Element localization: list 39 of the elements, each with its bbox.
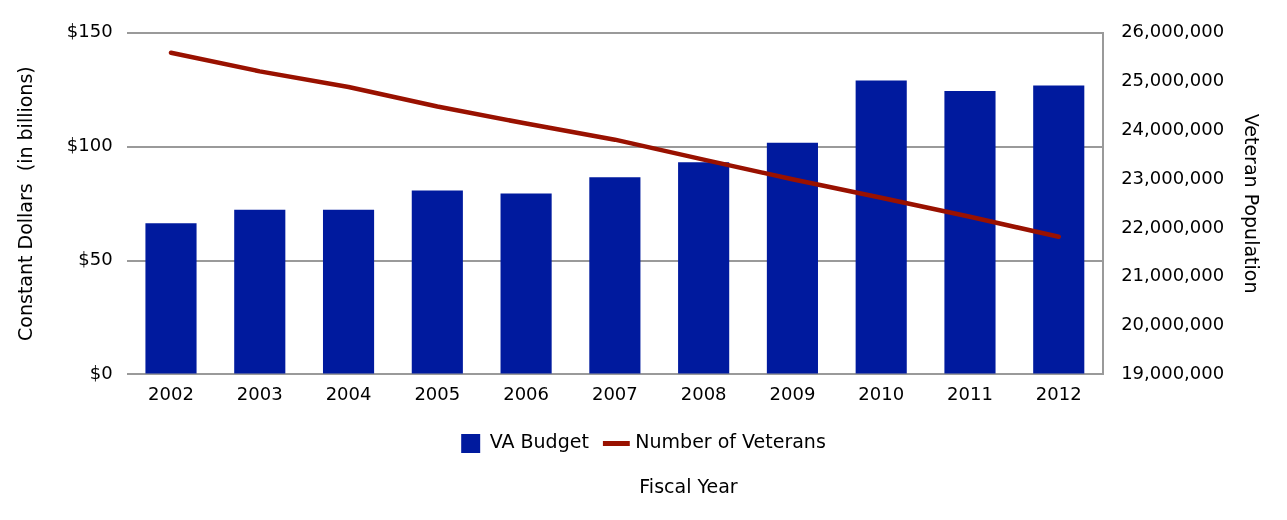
- y2-tick-label: 23,000,000: [1121, 166, 1225, 188]
- legend-label: Number of Veterans: [635, 430, 826, 453]
- x-tick-label: 2007: [591, 382, 638, 404]
- x-tick-label: 2005: [414, 382, 461, 404]
- bar: [500, 193, 552, 374]
- legend-label: VA Budget: [489, 430, 589, 453]
- bar: [234, 209, 286, 374]
- x-tick-label: 2012: [1035, 382, 1082, 404]
- bar: [145, 223, 197, 374]
- y2-tick-label: 25,000,000: [1121, 69, 1225, 91]
- x-axis-title: Fiscal Year: [638, 475, 739, 497]
- bar: [766, 142, 818, 374]
- x-tick-label: 2009: [769, 382, 816, 404]
- x-tick-label: 2010: [858, 382, 905, 404]
- y2-tick-label: 19,000,000: [1121, 362, 1225, 384]
- y2-tick-label: 24,000,000: [1121, 118, 1225, 140]
- x-tick-label: 2002: [148, 382, 194, 404]
- y2-axis-title: Veteran Population: [1240, 113, 1263, 294]
- x-tick-label: 2008: [680, 382, 727, 404]
- y2-tick-label: 21,000,000: [1121, 264, 1225, 286]
- bar: [855, 80, 907, 374]
- x-tick-label: 2011: [947, 382, 993, 404]
- y-axis-title: Constant Dollars (in billions): [14, 66, 37, 341]
- x-tick-label: 2006: [503, 382, 549, 404]
- bar: [589, 177, 641, 374]
- y2-tick-label: 20,000,000: [1121, 313, 1225, 335]
- bar: [322, 209, 375, 374]
- y2-tick-label: 26,000,000: [1121, 20, 1225, 42]
- bar: [411, 190, 463, 374]
- x-tick-label: 2004: [325, 382, 372, 404]
- bar: [678, 162, 730, 374]
- y-tick-label: $50: [78, 248, 113, 270]
- bar: [1033, 85, 1085, 374]
- y-tick-label: $0: [89, 362, 113, 384]
- y-tick-label: $150: [66, 20, 113, 42]
- x-tick-label: 2003: [236, 382, 283, 404]
- y2-tick-label: 22,000,000: [1121, 215, 1225, 237]
- bar: [944, 91, 996, 374]
- y-tick-label: $100: [66, 134, 113, 156]
